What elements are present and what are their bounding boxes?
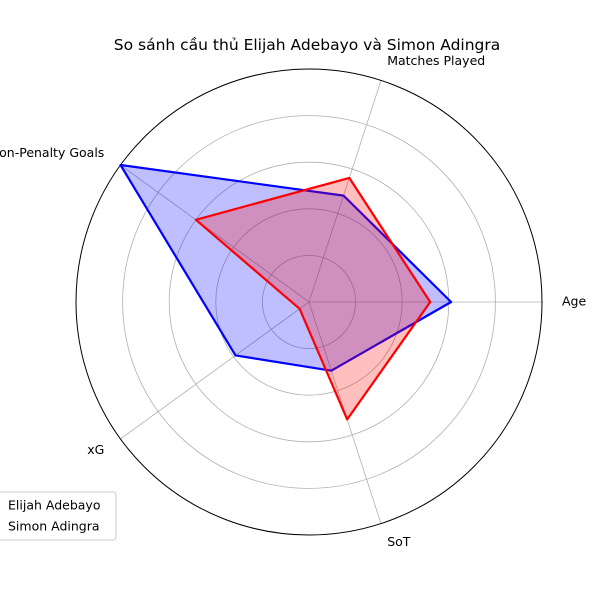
axis-label-3: non-Penalty Goals (0, 145, 104, 160)
legend: Elijah Adebayo Simon Adingra (0, 491, 117, 541)
series-line-1 (119, 163, 453, 372)
axis-label-4: xG (87, 442, 104, 457)
radar-axis-labels: Age Matches Played non-Penalty Goals xG SoT (0, 53, 586, 549)
legend-entry-1: Elijah Adebayo (8, 498, 100, 513)
plot-frame (75, 68, 543, 536)
grid-spoke-4 (120, 301, 310, 440)
legend-box (0, 491, 117, 541)
grid-spoke-2 (308, 80, 382, 303)
axis-label-5: SoT (387, 534, 411, 549)
series-area-2 (195, 177, 431, 420)
axis-label-2: Matches Played (387, 53, 485, 68)
legend-entry-2: Simon Adingra (8, 519, 100, 534)
series-area-1 (120, 165, 452, 371)
grid-spoke-3 (120, 164, 310, 303)
axis-label-1: Age (562, 294, 586, 309)
series-line-2 (194, 176, 432, 421)
chart-title: So sánh cầu thủ Elijah Adebayo và Simon … (114, 36, 501, 54)
radar-series (119, 163, 453, 421)
